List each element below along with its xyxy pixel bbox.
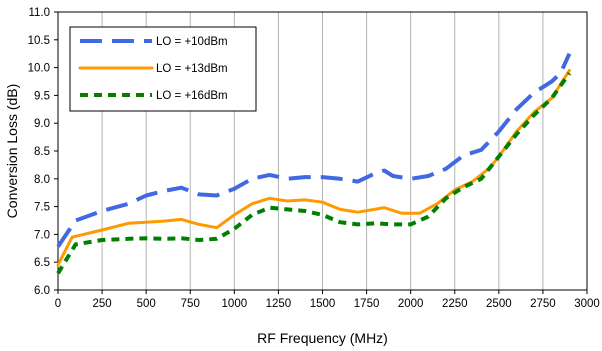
legend-label: LO = +13dBm: [156, 63, 228, 75]
x-tick-label: 1750: [354, 298, 380, 310]
x-tick-label: 250: [92, 298, 111, 310]
legend-label: LO = +16dBm: [156, 90, 228, 102]
x-tick-label: 2250: [442, 298, 468, 310]
x-tick-label: 2000: [398, 298, 424, 310]
y-tick-label: 6.5: [34, 257, 50, 269]
x-tick-label: 2750: [530, 298, 556, 310]
x-tick-label: 1500: [310, 298, 336, 310]
x-axis-title: RF Frequency (MHz): [257, 330, 388, 346]
x-tick-label: 2500: [486, 298, 512, 310]
x-tick-label: 1000: [222, 298, 248, 310]
y-axis-ticks: 6.0 6.5 7.0 7.5 8.0 8.5 9.0 9.5 10.0 10.5 11.0: [28, 7, 58, 297]
y-tick-label: 8.0: [34, 174, 50, 186]
series-line: [56, 68, 571, 267]
y-tick-label: 7.5: [34, 202, 50, 214]
y-tick-label: 11.0: [28, 7, 50, 19]
x-tick-label: 500: [137, 298, 156, 310]
x-tick-label: 3000: [574, 298, 600, 310]
y-tick-label: 10.0: [28, 63, 50, 75]
series-lines: [56, 52, 572, 275]
x-tick-label: 0: [55, 298, 61, 310]
x-tick-label: 750: [181, 298, 200, 310]
y-tick-label: 10.5: [28, 35, 50, 47]
y-tick-label: 7.0: [34, 229, 50, 241]
y-tick-label: 6.0: [34, 285, 50, 297]
x-tick-label: 1250: [266, 298, 292, 310]
y-tick-label: 8.5: [34, 146, 50, 158]
y-axis-title: Conversion Loss (dB): [4, 84, 20, 219]
legend: LO = +10dBm LO = +13dBm LO = +16dBm: [69, 26, 257, 112]
y-tick-label: 9.0: [34, 118, 50, 130]
series-line: [56, 72, 572, 275]
series-line: [56, 52, 572, 248]
y-tick-label: 9.5: [34, 90, 50, 102]
x-axis-ticks: 0 250 500 750 1000 1250 1500 1750 2000 2250 2500 27…: [55, 290, 600, 310]
legend-label: LO = +10dBm: [156, 36, 228, 48]
